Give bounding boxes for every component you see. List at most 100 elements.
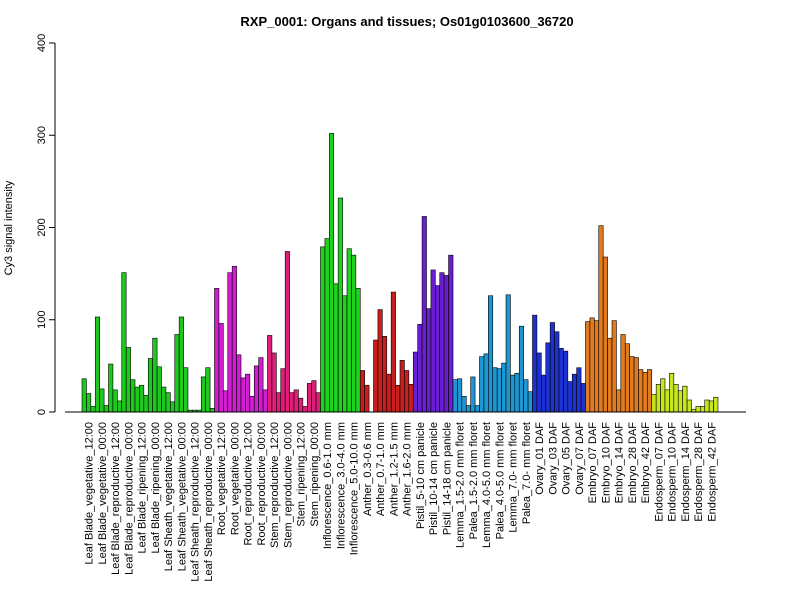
bar bbox=[488, 295, 494, 413]
y-axis-label: Cy3 signal intensity bbox=[3, 180, 15, 275]
bar bbox=[112, 389, 118, 413]
bar bbox=[395, 384, 401, 413]
bar bbox=[121, 272, 127, 413]
bar bbox=[536, 352, 542, 413]
bar bbox=[178, 316, 184, 413]
bar bbox=[205, 367, 211, 413]
x-tick-label: Leaf Sheath_reproductive_00:00 bbox=[203, 422, 215, 582]
bar bbox=[576, 367, 582, 413]
bar bbox=[695, 406, 701, 413]
bar bbox=[598, 225, 604, 413]
bar bbox=[298, 397, 304, 413]
bar bbox=[200, 376, 206, 413]
bar bbox=[170, 401, 176, 413]
bar bbox=[134, 386, 140, 413]
x-tick-label: Endosperm_14 DAF bbox=[680, 422, 692, 522]
bar bbox=[267, 335, 273, 413]
x-tick-label: Pistil_14-18 cm panicle bbox=[441, 422, 453, 535]
bar bbox=[147, 358, 153, 413]
x-tick-label: Ovary_01 DAF bbox=[534, 422, 546, 495]
bar bbox=[333, 283, 339, 413]
bar bbox=[673, 384, 679, 413]
bar bbox=[377, 309, 383, 413]
x-tick-label: Root_reproductive_12:00 bbox=[243, 422, 255, 546]
bar bbox=[682, 385, 688, 413]
bar bbox=[337, 197, 343, 413]
bar bbox=[315, 392, 321, 413]
bar bbox=[492, 367, 498, 413]
y-tick-label: 300 bbox=[36, 126, 48, 144]
bar bbox=[713, 396, 719, 413]
bar bbox=[152, 337, 158, 413]
bar bbox=[293, 389, 299, 413]
x-tick-label: Ovary_03 DAF bbox=[547, 422, 559, 495]
y-tick-label: 100 bbox=[36, 311, 48, 329]
bar bbox=[501, 362, 507, 413]
bar bbox=[209, 408, 215, 413]
bar bbox=[514, 372, 520, 413]
bar bbox=[143, 395, 149, 413]
bar bbox=[346, 248, 352, 413]
x-tick-label: Lemma_1.5-2.0 mm floret bbox=[455, 422, 467, 548]
bar bbox=[125, 347, 131, 413]
bar bbox=[677, 390, 683, 413]
x-tick-label: Ovary_07 DAF bbox=[574, 422, 586, 495]
bar bbox=[320, 246, 326, 413]
bar bbox=[443, 275, 449, 413]
bar bbox=[342, 295, 348, 413]
x-tick-label: Pistil_5-10 cm panicle bbox=[415, 422, 427, 529]
x-tick-label: Anther_1.2-1.5 mm bbox=[388, 422, 400, 516]
bar bbox=[607, 337, 613, 413]
bar bbox=[470, 376, 476, 413]
bar bbox=[139, 384, 145, 413]
bar bbox=[324, 238, 330, 413]
x-tick-label: Palea_7.0- mm floret bbox=[521, 422, 533, 524]
bar bbox=[227, 272, 233, 413]
bar bbox=[700, 406, 706, 413]
bar bbox=[465, 405, 471, 413]
bar bbox=[624, 343, 630, 413]
bar bbox=[156, 366, 162, 413]
bar bbox=[223, 390, 229, 413]
y-tick-label: 400 bbox=[36, 34, 48, 52]
x-tick-label: Root_reproductive_00:00 bbox=[256, 422, 268, 546]
x-tick-label: Inflorescence_3.0-4.0 mm bbox=[335, 422, 347, 549]
bar bbox=[602, 256, 608, 413]
bar bbox=[262, 389, 268, 413]
bar bbox=[408, 384, 414, 413]
bar bbox=[161, 386, 167, 413]
bar bbox=[616, 389, 622, 413]
bar bbox=[390, 291, 396, 413]
bar bbox=[271, 352, 277, 413]
x-tick-label: Leaf Blade_reproductive_12:00 bbox=[110, 422, 122, 575]
x-tick-label: Embryo_10 DAF bbox=[600, 422, 612, 504]
bar bbox=[276, 392, 282, 413]
bar bbox=[130, 379, 136, 413]
bar bbox=[373, 339, 379, 413]
bar bbox=[611, 320, 617, 413]
x-axis-labels: Leaf Blade_vegetative_12:00 Leaf Blade_ve… bbox=[84, 422, 719, 582]
bar bbox=[704, 399, 710, 413]
chart-title: RXP_0001: Organs and tissues; Os01g01036… bbox=[240, 14, 573, 29]
bar bbox=[214, 288, 220, 413]
bar bbox=[664, 389, 670, 413]
bar bbox=[479, 356, 485, 413]
bar bbox=[505, 294, 511, 413]
x-tick-label: Lemma_7.0- mm floret bbox=[508, 422, 520, 533]
x-tick-label: Embryo_42 DAF bbox=[640, 422, 652, 504]
x-tick-label: Root_vegetative_12:00 bbox=[216, 422, 228, 535]
x-tick-label: Endosperm_10 DAF bbox=[667, 422, 679, 522]
bar bbox=[567, 381, 573, 413]
bar bbox=[549, 322, 555, 413]
bar bbox=[430, 269, 436, 413]
bar bbox=[94, 316, 100, 413]
bar bbox=[306, 383, 312, 413]
bar bbox=[240, 377, 246, 413]
bar bbox=[236, 354, 242, 413]
bar bbox=[183, 367, 189, 413]
y-tick-label: 0 bbox=[36, 409, 48, 415]
x-tick-label: Inflorescence_0.6-1.0 mm bbox=[322, 422, 334, 549]
bar bbox=[527, 391, 533, 413]
bar bbox=[594, 320, 600, 413]
x-tick-label: Leaf Sheath_vegetative_00:00 bbox=[176, 422, 188, 571]
